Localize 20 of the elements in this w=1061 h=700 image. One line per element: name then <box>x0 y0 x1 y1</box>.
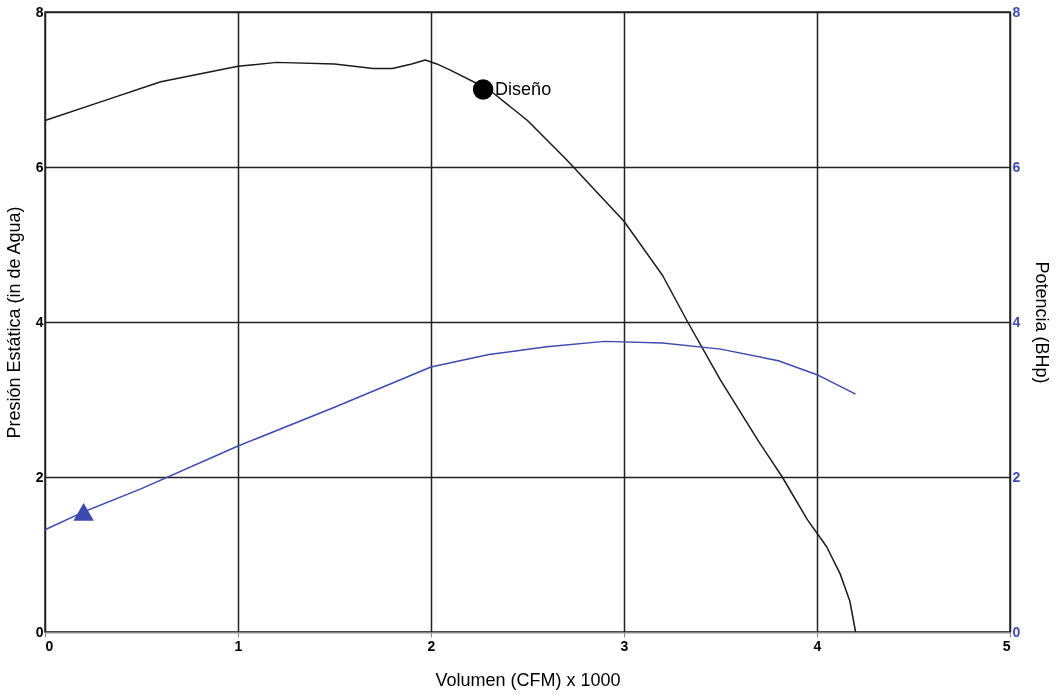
y2-axis-title: Potencia (BHp) <box>1032 261 1053 384</box>
x-tick-label: 1 <box>234 637 243 654</box>
y-tick-label: 6 <box>35 158 44 175</box>
y-axis-title: Presión Estática (in de Agua) <box>3 206 24 439</box>
y2-tick-label: 6 <box>1012 158 1021 175</box>
x-tick-label: 4 <box>813 637 822 654</box>
x-tick-label: 3 <box>620 637 629 654</box>
x-axis-title: Volumen (CFM) x 1000 <box>435 669 621 690</box>
y2-tick-label: 0 <box>1012 623 1021 640</box>
y2-tick-label: 2 <box>1012 468 1021 485</box>
y-tick-label: 4 <box>35 313 44 330</box>
x-tick-label: 2 <box>427 637 436 654</box>
y-tick-label: 8 <box>35 3 44 20</box>
y-tick-label: 0 <box>35 623 44 640</box>
line-series <box>44 340 857 531</box>
y-tick-label: 2 <box>35 468 44 485</box>
y2-tick-label: 8 <box>1012 3 1021 20</box>
annotation: Diseño <box>495 78 552 99</box>
y2-tick-label: 4 <box>1012 313 1021 330</box>
x-tick-label: 5 <box>1002 637 1011 654</box>
